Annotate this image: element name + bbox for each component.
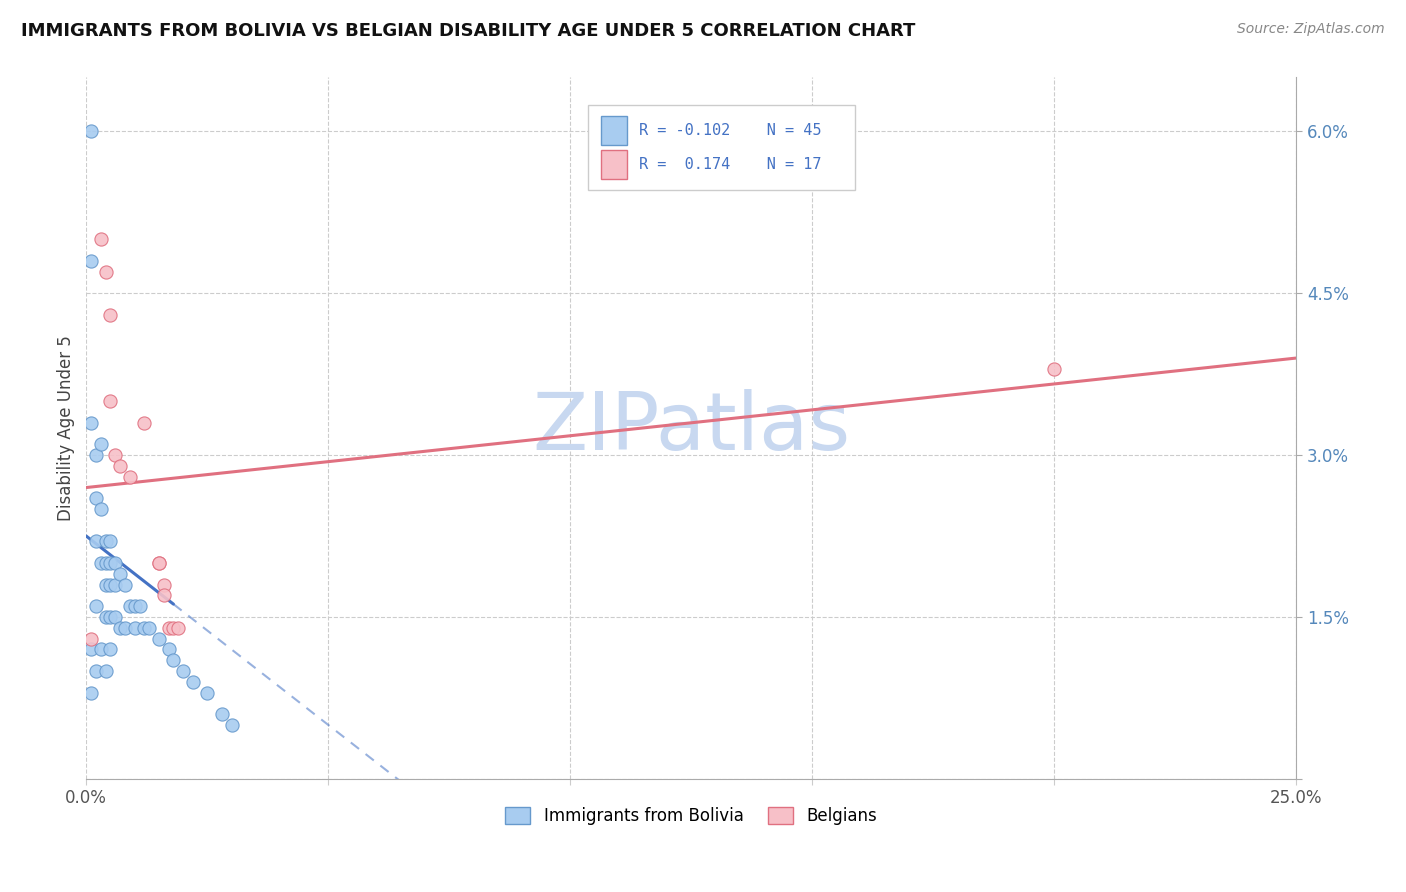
Point: [167, 621, 190, 635]
Point: [108, 621, 131, 635]
Point: [90, 556, 112, 570]
Y-axis label: Disability Age Under 5: Disability Age Under 5: [58, 335, 75, 521]
Text: ZIPatlas: ZIPatlas: [533, 389, 851, 467]
Point: [1043, 361, 1066, 376]
Point: [148, 556, 170, 570]
Point: [114, 577, 136, 591]
Point: [100, 642, 122, 657]
Point: [90, 642, 112, 657]
Point: [80, 253, 103, 268]
Point: [124, 621, 146, 635]
Point: [162, 621, 184, 635]
Point: [134, 416, 156, 430]
Point: [104, 556, 127, 570]
Point: [108, 566, 131, 581]
Point: [104, 610, 127, 624]
Point: [181, 674, 204, 689]
Point: [84, 534, 107, 549]
Text: Source: ZipAtlas.com: Source: ZipAtlas.com: [1237, 22, 1385, 37]
Point: [118, 469, 141, 483]
Legend: Immigrants from Bolivia, Belgians: Immigrants from Bolivia, Belgians: [496, 799, 886, 834]
Point: [114, 621, 136, 635]
Point: [84, 491, 107, 506]
Point: [90, 437, 112, 451]
Point: [118, 599, 141, 614]
Point: [94, 556, 117, 570]
Point: [80, 124, 103, 138]
Point: [100, 610, 122, 624]
Point: [94, 265, 117, 279]
Point: [80, 685, 103, 699]
Point: [100, 556, 122, 570]
Point: [157, 642, 180, 657]
Point: [94, 664, 117, 678]
Point: [172, 664, 194, 678]
Point: [80, 632, 103, 646]
Text: R =  0.174    N = 17: R = 0.174 N = 17: [640, 157, 823, 172]
FancyBboxPatch shape: [600, 150, 627, 179]
Point: [104, 577, 127, 591]
Point: [134, 621, 156, 635]
Point: [108, 458, 131, 473]
Point: [100, 308, 122, 322]
Point: [94, 534, 117, 549]
Point: [80, 642, 103, 657]
Point: [148, 632, 170, 646]
Point: [100, 394, 122, 409]
Point: [211, 707, 233, 722]
Point: [128, 599, 150, 614]
Point: [94, 610, 117, 624]
Point: [104, 448, 127, 462]
Point: [80, 416, 103, 430]
Point: [162, 653, 184, 667]
Point: [84, 599, 107, 614]
Text: R = -0.102    N = 45: R = -0.102 N = 45: [640, 123, 823, 138]
Point: [100, 577, 122, 591]
Text: IMMIGRANTS FROM BOLIVIA VS BELGIAN DISABILITY AGE UNDER 5 CORRELATION CHART: IMMIGRANTS FROM BOLIVIA VS BELGIAN DISAB…: [21, 22, 915, 40]
Point: [124, 599, 146, 614]
Point: [84, 448, 107, 462]
Point: [100, 534, 122, 549]
Point: [157, 621, 180, 635]
Point: [221, 718, 243, 732]
FancyBboxPatch shape: [589, 105, 855, 190]
FancyBboxPatch shape: [600, 116, 627, 145]
Point: [195, 685, 218, 699]
Point: [84, 664, 107, 678]
Point: [152, 589, 174, 603]
Point: [94, 577, 117, 591]
Point: [148, 556, 170, 570]
Point: [90, 232, 112, 246]
Point: [138, 621, 160, 635]
Point: [152, 577, 174, 591]
Point: [90, 502, 112, 516]
